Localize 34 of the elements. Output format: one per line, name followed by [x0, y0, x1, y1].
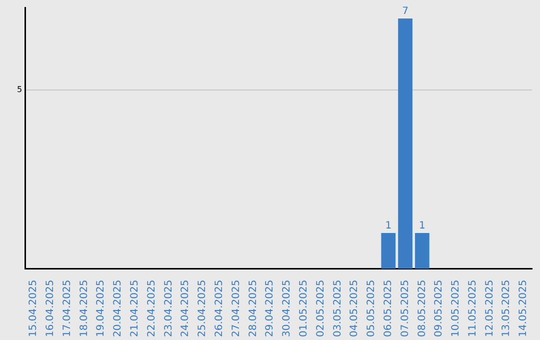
x-tick-label: 30.04.2025: [282, 280, 293, 338]
x-tick-label: 27.04.2025: [230, 280, 242, 338]
x-tick-label: 06.05.2025: [382, 280, 394, 338]
x-tick-label: 03.05.2025: [332, 280, 344, 338]
x-tick-label: 16.04.2025: [45, 280, 56, 338]
x-tick-label: 15.04.2025: [28, 280, 40, 338]
x-tick-label: 25.04.2025: [197, 280, 208, 338]
x-tick-label: 26.04.2025: [214, 280, 225, 338]
x-tick-label: 28.04.2025: [248, 280, 259, 338]
x-tick-label: 09.05.2025: [434, 280, 445, 338]
data-label: 7: [402, 6, 408, 18]
x-tick-label: 14.05.2025: [518, 280, 530, 338]
x-tick-label: 17.04.2025: [62, 280, 73, 338]
x-tick-label: 13.05.2025: [501, 280, 512, 338]
x-tick-label: 08.05.2025: [416, 280, 428, 338]
x-tick-label: 29.04.2025: [264, 280, 276, 338]
x-tick-label: 10.05.2025: [450, 280, 462, 338]
data-label: 1: [385, 220, 392, 232]
x-tick-label: 23.04.2025: [163, 280, 174, 338]
x-tick-label: 11.05.2025: [467, 280, 478, 338]
x-tick-label: 22.04.2025: [146, 280, 158, 338]
x-tick-label: 02.05.2025: [315, 280, 326, 338]
y-tick-label: 5: [16, 85, 22, 94]
x-tick-label: 05.05.2025: [366, 280, 378, 338]
x-tick-label: 24.04.2025: [180, 280, 192, 338]
x-tick-label: 20.04.2025: [112, 280, 124, 338]
data-label: 1: [418, 220, 426, 232]
x-tick-label: 12.05.2025: [484, 280, 496, 338]
x-tick-label: 01.05.2025: [298, 280, 310, 338]
x-tick-label: 07.05.2025: [400, 280, 411, 338]
x-tick-label: 04.05.2025: [349, 280, 360, 338]
x-tick-label: 21.04.2025: [130, 280, 141, 338]
x-tick-label: 19.04.2025: [96, 280, 107, 338]
x-tick-label: 18.04.2025: [78, 280, 90, 338]
